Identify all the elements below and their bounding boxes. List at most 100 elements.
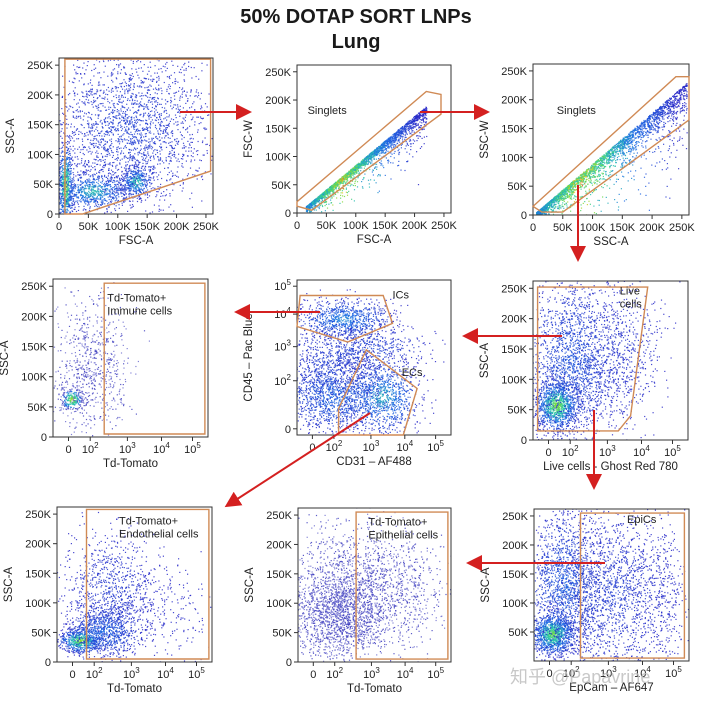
- event-dot: [76, 128, 79, 130]
- event-dot: [143, 77, 145, 79]
- event-dot: [136, 191, 138, 193]
- event-dot: [171, 154, 173, 156]
- event-dot: [409, 138, 411, 141]
- event-dot: [106, 141, 108, 144]
- event-dot: [93, 198, 95, 200]
- event-dot: [146, 184, 148, 186]
- event-dot: [76, 35, 77, 36]
- event-dot: [150, 155, 152, 157]
- event-dot: [148, 116, 150, 118]
- event-dot: [138, 142, 140, 144]
- event-dot: [140, 132, 142, 134]
- event-dot: [100, 181, 102, 183]
- event-dot: [115, 252, 116, 253]
- event-dot: [85, 69, 87, 71]
- event-dot: [412, 139, 414, 141]
- event-dot: [66, 185, 68, 187]
- event-dot: [179, 105, 181, 107]
- event-dot: [104, 194, 106, 196]
- event-dot: [177, 141, 179, 143]
- event-dot: [138, 196, 140, 198]
- event-dot: [109, 200, 112, 202]
- event-dot: [133, 181, 135, 183]
- event-dot: [396, 146, 399, 149]
- event-dot: [121, 126, 123, 128]
- event-dot: [183, 136, 185, 139]
- event-dot: [61, 215, 62, 216]
- event-dot: [83, 62, 85, 64]
- event-dot: [68, 80, 70, 82]
- event-dot: [159, 125, 161, 127]
- event-dot: [124, 130, 126, 132]
- event-dot: [99, 193, 101, 195]
- event-dot: [149, 145, 151, 147]
- event-dot: [102, 156, 104, 159]
- event-dot: [144, 146, 146, 148]
- event-dot: [79, 177, 81, 179]
- event-dot: [133, 178, 135, 180]
- event-dot: [158, 189, 160, 191]
- event-dot: [67, 110, 69, 112]
- event-dot: [158, 158, 160, 160]
- event-dot: [129, 178, 131, 180]
- event-dot: [81, 181, 83, 183]
- event-dot: [85, 173, 88, 175]
- event-dot: [123, 133, 125, 135]
- event-dot: [150, 145, 152, 147]
- event-dot: [136, 118, 138, 120]
- event-dot: [116, 197, 118, 199]
- event-dot: [118, 100, 120, 103]
- event-dot: [101, 146, 103, 148]
- event-dot: [218, 158, 219, 159]
- event-dot: [127, 187, 129, 189]
- event-dot: [112, 127, 115, 129]
- event-dot: [6, 97, 7, 98]
- event-dot: [208, 114, 210, 116]
- event-dot: [93, 197, 95, 199]
- event-dot: [120, 124, 122, 126]
- event-dot: [124, 186, 126, 188]
- event-dot: [133, 127, 135, 129]
- event-dot: [193, 101, 195, 103]
- event-dot: [165, 103, 167, 105]
- event-dot: [325, 196, 327, 199]
- event-dot: [186, 91, 188, 93]
- event-dot: [132, 135, 134, 137]
- event-dot: [92, 197, 94, 200]
- event-dot: [88, 165, 90, 167]
- event-dot: [111, 121, 113, 123]
- event-dot: [165, 194, 167, 196]
- event-dot: [135, 188, 137, 190]
- event-dot: [87, 99, 90, 101]
- event-dot: [86, 92, 88, 94]
- event-dot: [62, 169, 64, 171]
- event-dot: [69, 205, 71, 207]
- event-dot: [66, 221, 67, 222]
- event-dot: [117, 103, 119, 105]
- event-dot: [152, 168, 154, 170]
- event-dot: [158, 208, 160, 210]
- event-dot: [69, 236, 70, 237]
- event-dot: [98, 192, 100, 194]
- event-dot: [121, 115, 123, 117]
- event-dot: [64, 217, 65, 218]
- event-dot: [176, 142, 178, 144]
- event-dot: [118, 147, 120, 150]
- event-dot: [75, 115, 78, 117]
- event-dot: [62, 209, 64, 212]
- event-dot: [125, 73, 127, 75]
- event-dot: [139, 170, 141, 172]
- event-dot: [134, 182, 136, 184]
- event-dot: [98, 114, 100, 116]
- event-dot: [160, 125, 162, 127]
- event-dot: [77, 73, 79, 75]
- event-dot: [108, 106, 110, 108]
- event-dot: [160, 209, 162, 211]
- event-dot: [201, 107, 203, 109]
- event-dot: [63, 86, 65, 88]
- event-dot: [61, 171, 63, 173]
- event-dot: [63, 227, 64, 228]
- event-dot: [419, 116, 421, 118]
- event-dot: [144, 139, 146, 141]
- event-dot: [35, 117, 36, 118]
